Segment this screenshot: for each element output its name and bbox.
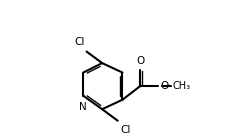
Text: O: O — [160, 81, 168, 91]
Text: Cl: Cl — [74, 38, 84, 47]
Text: CH₃: CH₃ — [171, 81, 189, 91]
Text: O: O — [135, 56, 144, 67]
Text: N: N — [79, 102, 87, 112]
Text: Cl: Cl — [119, 125, 130, 135]
